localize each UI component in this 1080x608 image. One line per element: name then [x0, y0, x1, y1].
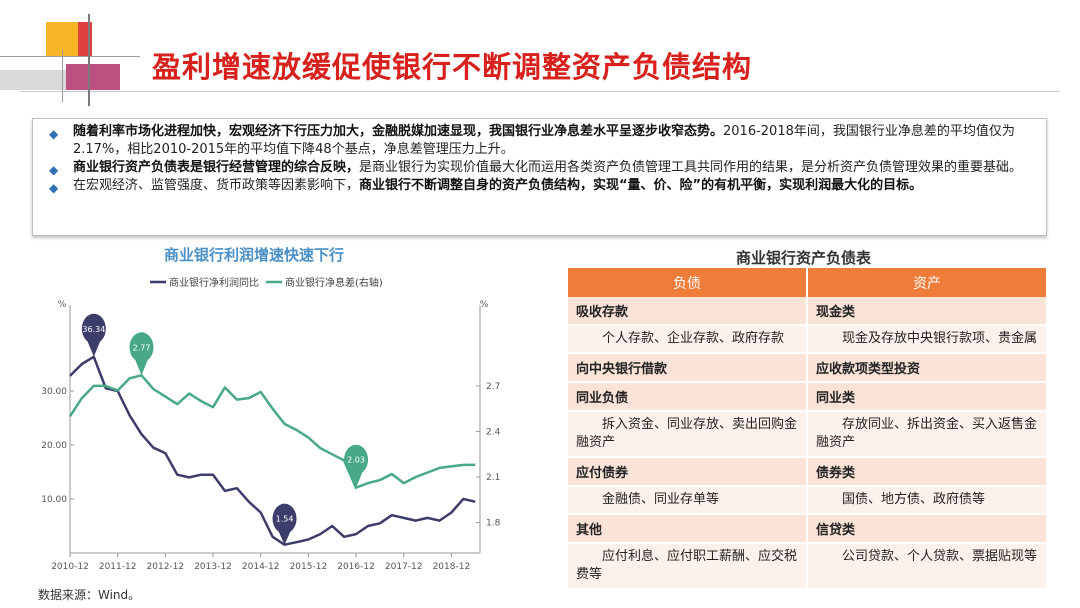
asset-cell: 现金及存放中央银行款项、贵金属: [807, 325, 1046, 354]
summary-bullet-2: ◆ 商业银行资产负债表是银行经营管理的综合反映，是商业银行为实现价值最大化而运用…: [47, 159, 1036, 177]
x-tick-label: 2011-12: [99, 562, 137, 572]
legend-label-profit: 商业银行净利润同比: [169, 276, 259, 289]
liability-cell: 金融债、同业存单等: [568, 486, 808, 515]
y-left-tick-label: 20.00: [41, 441, 67, 451]
annotation-bubble: [81, 313, 106, 344]
x-tick-label: 2013-12: [194, 562, 232, 572]
asset-cell: 债券类: [807, 457, 1046, 487]
y-right-tick-label: 2.70: [486, 382, 500, 392]
x-tick-label: 2018-12: [433, 562, 471, 572]
legend-label-nim: 商业银行净息差(右轴): [285, 276, 383, 289]
x-tick-label: 2010-12: [51, 562, 89, 572]
data-source-note: 数据来源：Wind。: [38, 588, 141, 602]
table-detail-row: 金融债、同业存单等 国债、地方债、政府债等: [568, 486, 1046, 515]
x-tick-label: 2015-12: [290, 562, 328, 572]
asset-cell: 同业类: [807, 382, 1046, 412]
chart-heading: 商业银行利润增速快速下行: [164, 246, 345, 264]
summary-bold: 商业银行资产负债表是银行经营管理的综合反映，: [73, 160, 360, 175]
annotation-label: 2.03: [347, 456, 365, 465]
x-tick-label: 2014-12: [242, 562, 280, 572]
summary-bold: 随着利率市场化进程加快，宏观经济下行压力加大，金融脱媒加速显现，我国银行业净息差…: [73, 124, 724, 139]
table-category-row: 应付债券 债券类: [568, 457, 1046, 487]
table-detail-row: 个人存款、企业存款、政府存款 现金及存放中央银行款项、贵金属: [568, 325, 1046, 354]
asset-cell: 应收款项类型投资: [807, 353, 1046, 383]
liability-cell: 应付债券: [568, 457, 808, 487]
cell-text: 国债、地方债、政府债等: [842, 492, 986, 507]
y-left-tick-label: 10.00: [41, 495, 67, 505]
asset-cell: 现金类: [807, 297, 1046, 326]
table-heading: 商业银行资产负债表: [736, 249, 872, 267]
annotation-label: 36.34: [82, 325, 105, 334]
summary-bullet-1: ◆ 随着利率市场化进程加快，宏观经济下行压力加大，金融脱媒加速显现，我国银行业净…: [47, 123, 1036, 159]
summary-text: 在宏观经济、监管强度、货币政策等因素影响下，: [73, 178, 360, 193]
decor-vline-2: [62, 50, 63, 102]
liability-cell: 向中央银行借款: [568, 353, 808, 383]
table-category-row: 向中央银行借款 应收款项类型投资: [568, 353, 1046, 383]
y-right-tick-label: 1.80: [486, 519, 500, 529]
table-category-row: 其他 信贷类: [568, 514, 1046, 544]
diamond-bullet-icon: ◆: [49, 181, 59, 195]
cell-text: 存放同业、拆出资金、买入返售金融资产: [816, 417, 1038, 450]
summary-text: 是商业银行为实现价值最大化而运用各类资产负债管理工具共同作用的结果，是分析资产负…: [359, 160, 1023, 175]
cell-text: 个人存款、企业存款、政府存款: [602, 331, 785, 346]
decor-vline: [88, 14, 90, 106]
liability-cell: 吸收存款: [568, 297, 808, 326]
page-title: 盈利增速放缓促使银行不断调整资产负债结构: [152, 50, 753, 84]
y-right-tick-label: 2.10: [486, 473, 500, 483]
cell-text: 拆入资金、同业存放、卖出回购金融资产: [576, 417, 798, 450]
cell-text: 金融债、同业存单等: [602, 492, 720, 507]
x-tick-label: 2016-12: [337, 562, 375, 572]
table-detail-row: 拆入资金、同业存放、卖出回购金融资产 存放同业、拆出资金、买入返售金融资产: [568, 411, 1046, 458]
table-header-row: 负债 资产: [568, 268, 1046, 297]
liability-cell: 同业负债: [568, 382, 808, 412]
annotation-bubble: [344, 444, 369, 475]
asset-cell: 国债、地方债、政府债等: [807, 486, 1046, 515]
y-right-unit: %: [480, 300, 489, 310]
summary-bullet-3: ◆ 在宏观经济、监管强度、货币政策等因素影响下，商业银行不断调整自身的资产负债结…: [47, 177, 1036, 195]
y-left-unit: %: [58, 300, 67, 310]
liability-cell: 个人存款、企业存款、政府存款: [568, 325, 808, 354]
header-liabilities: 负债: [568, 268, 808, 297]
table-category-row: 吸收存款 现金类: [568, 297, 1046, 326]
liability-cell: 应付利息、应付职工薪酬、应交税费等: [568, 543, 808, 590]
asset-cell: 信贷类: [807, 514, 1046, 544]
balance-sheet-table: 负债 资产 吸收存款 现金类个人存款、企业存款、政府存款 现金及存放中央银行款项、贵…: [568, 268, 1046, 590]
decor-hline-2: [20, 91, 1060, 92]
summary-text: 2016-2018年间，我国银行业净息差的平均值仅为2.17%，相比2010-2…: [73, 124, 1015, 157]
profit-nim-chart: %% 30.00 20.00 10.00 2.70 2.40 2.10 1.80 2010-12…: [41, 276, 500, 572]
summary-box: ◆ 随着利率市场化进程加快，宏观经济下行压力加大，金融脱媒加速显现，我国银行业净…: [32, 118, 1047, 236]
annotation-label: 1.54: [276, 515, 294, 524]
profit-growth-line: [69, 355, 476, 546]
summary-bold: 商业银行不断调整自身的资产负债结构，实现“量、价、险”的有机平衡，实现利润最大化…: [359, 178, 923, 193]
nim-line: [68, 374, 476, 489]
decor-block-pink: [66, 64, 120, 90]
cell-text: 应付利息、应付职工薪酬、应交税费等: [576, 549, 798, 582]
header-assets: 资产: [807, 268, 1046, 297]
decor-hline: [0, 56, 140, 57]
y-left-tick-label: 30.00: [41, 387, 67, 397]
cell-text: 公司贷款、个人贷款、票据贴现等: [842, 549, 1038, 564]
diamond-bullet-icon: ◆: [49, 127, 59, 141]
x-tick-label: 2017-12: [385, 562, 423, 572]
table-detail-row: 应付利息、应付职工薪酬、应交税费等 公司贷款、个人贷款、票据贴现等: [568, 543, 1046, 590]
diamond-bullet-icon: ◆: [49, 163, 59, 177]
asset-cell: 存放同业、拆出资金、买入返售金融资产: [807, 411, 1046, 458]
cell-text: 现金及存放中央银行款项、贵金属: [842, 331, 1038, 346]
annotation-bubble: [129, 332, 154, 363]
y-right-tick-label: 2.40: [486, 428, 500, 438]
asset-cell: 公司贷款、个人贷款、票据贴现等: [807, 543, 1046, 590]
table-category-row: 同业负债 同业类: [568, 382, 1046, 412]
liability-cell: 其他: [568, 514, 808, 544]
annotation-bubble: [272, 503, 297, 534]
x-tick-label: 2012-12: [147, 562, 185, 572]
liability-cell: 拆入资金、同业存放、卖出回购金融资产: [568, 411, 808, 458]
decor-block-gray: [0, 70, 66, 90]
annotation-label: 2.77: [133, 343, 151, 352]
